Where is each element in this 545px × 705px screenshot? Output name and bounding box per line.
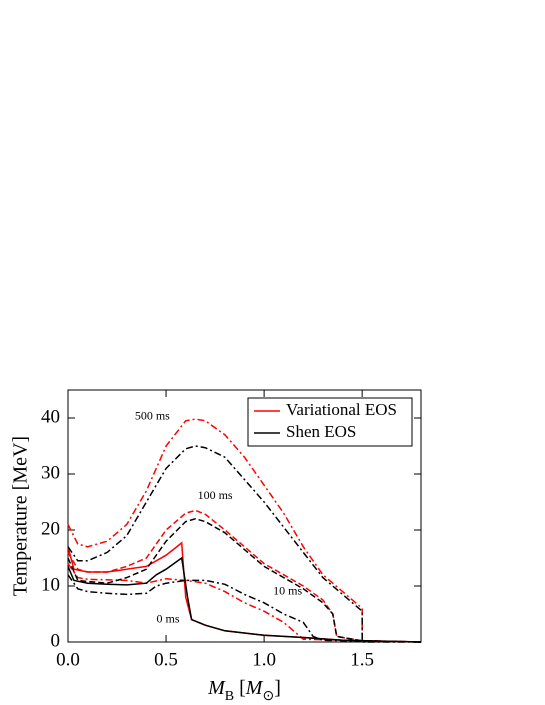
x-label-part: ⊙ bbox=[262, 689, 274, 704]
y-tick-label: 30 bbox=[41, 462, 60, 483]
x-label-part: M bbox=[207, 677, 226, 699]
curve bbox=[67, 574, 422, 643]
x-label-part: M bbox=[245, 677, 264, 699]
x-label-part: B bbox=[225, 689, 234, 704]
annotation: 10 ms bbox=[273, 583, 302, 597]
x-axis-label: MB [M⊙] bbox=[207, 677, 281, 704]
plot-frame bbox=[67, 389, 422, 643]
curve bbox=[67, 518, 422, 643]
curve bbox=[67, 509, 422, 643]
x-tick-label: 0.0 bbox=[56, 649, 80, 670]
y-tick-label: 0 bbox=[51, 630, 61, 651]
annotation: 0 ms bbox=[157, 611, 180, 625]
x-tick-label: 1.0 bbox=[252, 649, 276, 670]
curve bbox=[67, 541, 422, 643]
curve bbox=[67, 556, 422, 643]
x-tick-label: 1.5 bbox=[350, 649, 374, 670]
x-label-part: ] bbox=[274, 677, 281, 699]
legend-label: Variational EOS bbox=[286, 400, 397, 419]
annotation: 100 ms bbox=[198, 488, 233, 502]
y-axis-label: Temperature [MeV] bbox=[10, 436, 32, 596]
y-tick-label: 20 bbox=[41, 518, 60, 539]
legend-label: Shen EOS bbox=[286, 422, 356, 441]
y-tick-label: 40 bbox=[41, 406, 60, 427]
x-tick-label: 0.5 bbox=[154, 649, 178, 670]
curve bbox=[67, 563, 422, 643]
y-tick-label: 10 bbox=[41, 574, 60, 595]
legend-box bbox=[247, 397, 413, 447]
annotation: 500 ms bbox=[135, 409, 170, 423]
curve bbox=[67, 445, 421, 643]
x-label-part: [ bbox=[234, 677, 246, 699]
